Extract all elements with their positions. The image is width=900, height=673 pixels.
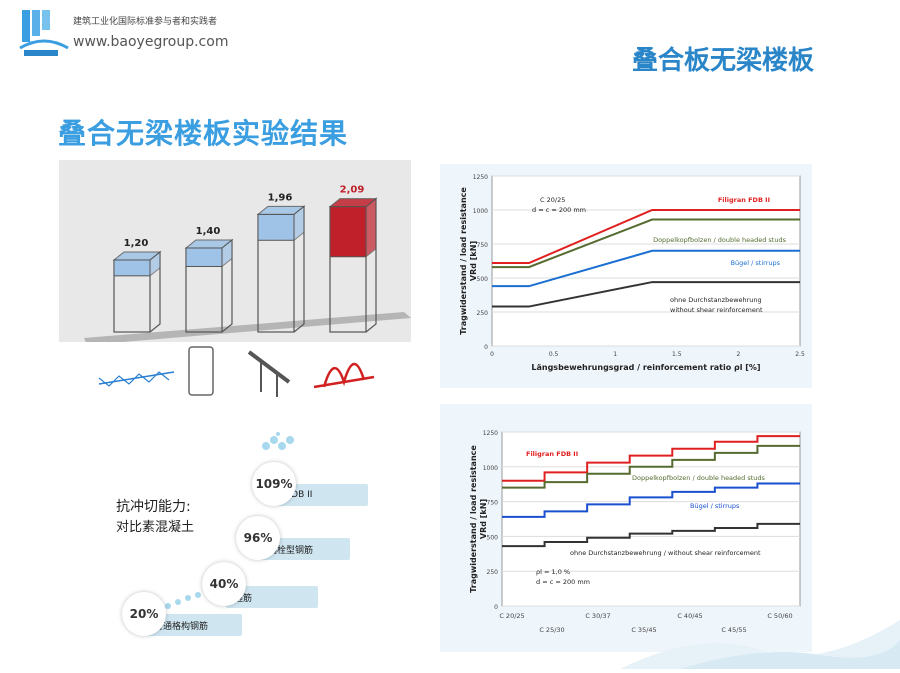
y-tick-label: 0 xyxy=(494,604,498,611)
y-tick-label: 750 xyxy=(477,242,489,249)
shear-title: 抗冲切能力: xyxy=(116,499,191,515)
bar-floor xyxy=(84,312,411,345)
series-step-3 xyxy=(502,482,800,518)
reinforcement-ratio-chart-panel: 0 250 500 750 1000 1250 Tragwiderstand / load … xyxy=(440,164,812,388)
bar-3: 1,96 xyxy=(256,192,306,333)
y-axis-label-line1: Tragwiderstand / load resistance xyxy=(469,445,478,593)
series-label-4: ohne Durchstanzbewehrung xyxy=(670,296,762,304)
bar-fill xyxy=(329,206,367,258)
x-category-label: C 35/45 xyxy=(631,626,656,634)
annotation-line1: ρl = 1,0 % xyxy=(536,568,570,576)
y-tick-label: 500 xyxy=(487,534,499,541)
headed-stud-icon xyxy=(247,350,291,397)
series-label-3: Bügel / stirrups xyxy=(690,502,740,510)
x-tick-label: 1.5 xyxy=(672,351,682,358)
x-tick-label: 0.5 xyxy=(549,351,559,358)
bar-side xyxy=(149,250,161,277)
company-slogan: 建筑工业化国际标准参与者和实践者 xyxy=(73,17,218,27)
bar-value-label: 1,96 xyxy=(268,192,293,203)
bar-value-label: 2,09 xyxy=(340,185,365,196)
series-step-1 xyxy=(502,435,800,482)
bar-value-label: 1,20 xyxy=(124,238,149,249)
x-tick-label: 2 xyxy=(736,351,740,358)
section-title: 叠合无梁楼板实验结果 xyxy=(58,117,349,150)
shear-item-1-label: 普通格构钢筋 xyxy=(146,614,242,636)
annotation-line2: d = c = 200 mm xyxy=(532,206,586,214)
bar-side xyxy=(221,238,233,268)
shear-item-3-label: 锚栓型钢筋 xyxy=(260,538,350,560)
y-axis-label-line1: Tragwiderstand / load resistance xyxy=(459,187,468,335)
page-title: 叠合板无梁楼板 xyxy=(631,46,814,76)
bar-fill xyxy=(257,213,295,241)
x-tick-label: 1 xyxy=(613,351,617,358)
y-axis-label-line2: VRd [kN] xyxy=(469,241,478,281)
series-label-2: Doppelkopfbolzen / double headed studs xyxy=(653,236,787,244)
series-line-2 xyxy=(492,218,800,269)
y-tick-label: 1250 xyxy=(483,430,498,437)
y-tick-label: 500 xyxy=(477,276,489,283)
x-category-label: C 45/55 xyxy=(721,626,746,634)
bar-1: 1,20 xyxy=(112,238,162,333)
x-tick-label: 0 xyxy=(490,351,494,358)
series-line-4 xyxy=(492,281,800,308)
x-tick-label: 2.5 xyxy=(795,351,805,358)
company-website: www.baoyegroup.com xyxy=(73,34,229,50)
series-step-2 xyxy=(502,444,800,489)
y-tick-label: 750 xyxy=(487,500,499,507)
company-logo xyxy=(18,8,70,58)
decorative-dots xyxy=(258,432,298,454)
reinforcement-ratio-chart: 0 250 500 750 1000 1250 Tragwiderstand / load … xyxy=(459,174,805,372)
shear-item-4-label: FDB II xyxy=(278,484,368,506)
bar-value-label: 1,40 xyxy=(196,226,221,237)
series-label-3: Bügel / stirrups xyxy=(731,259,781,267)
y-axis-label-line2: VRd [kN] xyxy=(479,499,488,539)
bar-chart-panel: 1,20 1,40 1,96 2,09 xyxy=(59,160,411,413)
x-category-label: C 30/37 xyxy=(585,612,610,620)
bar-side xyxy=(365,197,377,258)
bar-side xyxy=(293,205,305,242)
y-tick-label: 1000 xyxy=(473,208,488,215)
y-tick-label: 250 xyxy=(477,310,489,317)
fdb-connector-icon xyxy=(313,362,375,389)
stirrup-icon xyxy=(188,346,214,396)
shear-item-2-label: 箍筋 xyxy=(226,586,318,608)
icon-strip-bg xyxy=(59,342,411,413)
x-category-label: C 20/25 xyxy=(499,612,524,620)
annotation-line1: C 20/25 xyxy=(540,196,565,204)
series-label-4-line2: without shear reinforcement xyxy=(670,306,763,314)
bar-2: 1,40 xyxy=(184,226,234,333)
x-category-label: C 50/60 xyxy=(767,612,792,620)
decorative-background xyxy=(620,600,900,669)
lattice-girder-icon xyxy=(98,371,175,387)
shear-item-1-value: 20% xyxy=(122,592,166,636)
series-label-2: Doppelkopfbolzen / double headed studs xyxy=(632,474,766,482)
bar-fill xyxy=(113,259,151,277)
y-tick-label: 250 xyxy=(487,569,499,576)
series-step-4 xyxy=(502,522,800,548)
y-tick-label: 0 xyxy=(484,344,488,351)
shear-item-3-value: 96% xyxy=(236,516,280,560)
shear-subtitle: 对比素混凝土 xyxy=(116,520,195,535)
bar-chart: 1,20 1,40 1,96 2,09 xyxy=(59,185,411,413)
plot-area xyxy=(501,431,801,607)
concrete-class-chart: 0 250 500 750 1000 1250 Tragwiderstand / load … xyxy=(469,430,801,634)
series-label-4: ohne Durchstanzbewehrung / without shear… xyxy=(570,549,761,557)
x-axis-label: Längsbewehrungsgrad / reinforcement rati… xyxy=(531,363,760,372)
series-line-3 xyxy=(492,249,800,288)
x-category-label: C 40/45 xyxy=(677,612,702,620)
series-label-1: Filigran FDB II xyxy=(718,196,770,204)
shear-item-4-value: 109% xyxy=(252,462,296,506)
x-category-label: C 25/30 xyxy=(539,626,564,634)
y-tick-label: 1000 xyxy=(483,465,498,472)
concrete-class-chart-panel: 0 250 500 750 1000 1250 Tragwiderstand / load … xyxy=(440,404,812,652)
bar-fill xyxy=(185,247,223,267)
series-line-1 xyxy=(492,209,800,265)
y-tick-label: 1250 xyxy=(473,174,488,181)
bar-4: 2,09 xyxy=(328,185,378,333)
annotation-line2: d = c = 200 mm xyxy=(536,578,590,586)
series-label-1: Filigran FDB II xyxy=(526,450,578,458)
shear-item-2-value: 40% xyxy=(202,562,246,606)
